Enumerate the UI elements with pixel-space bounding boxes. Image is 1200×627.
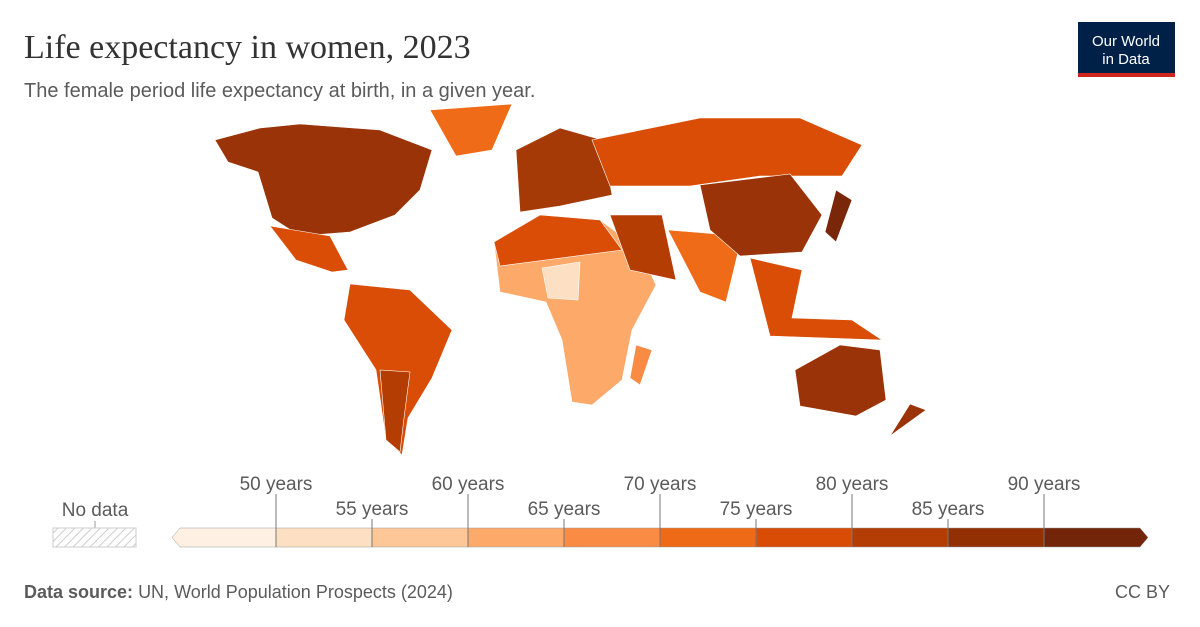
region xyxy=(889,403,927,437)
legend-tick-label: 85 years xyxy=(912,499,985,520)
region xyxy=(699,173,823,257)
region xyxy=(493,214,623,267)
no-data-label: No data xyxy=(62,500,129,521)
legend-bin xyxy=(755,527,853,548)
region xyxy=(541,261,581,301)
subtitle: The female period life expectancy at bir… xyxy=(24,80,535,102)
legend-tick-label: 75 years xyxy=(720,499,793,520)
region xyxy=(515,127,613,213)
world-map xyxy=(214,103,927,456)
logo-stripe xyxy=(1078,73,1175,77)
no-data-swatch xyxy=(52,527,137,548)
legend-tick-label: 55 years xyxy=(336,499,409,520)
legend-tick-label: 80 years xyxy=(816,474,889,495)
region xyxy=(824,189,853,243)
legend-tick-label: 65 years xyxy=(528,499,601,520)
license: CC BY xyxy=(1115,582,1170,602)
legend-bin xyxy=(275,527,373,548)
legend-tick-label: 50 years xyxy=(240,474,313,495)
logo[interactable]: Our World in Data xyxy=(1078,22,1175,77)
region xyxy=(591,117,863,187)
region xyxy=(429,103,513,157)
legend-tick-label: 60 years xyxy=(432,474,505,495)
legend-bin xyxy=(1043,527,1149,548)
region xyxy=(629,344,653,386)
legend: No data 50 years 55 years 60 years 65 years… xyxy=(52,474,1149,548)
legend-bin xyxy=(371,527,469,548)
legend-tick-label: 90 years xyxy=(1008,474,1081,495)
logo-box xyxy=(1078,22,1175,77)
legend-bin xyxy=(563,527,661,548)
region xyxy=(609,214,677,281)
region xyxy=(749,257,884,341)
legend-tick-label: 70 years xyxy=(624,474,697,495)
legend-bin xyxy=(947,527,1045,548)
region xyxy=(214,123,433,237)
source: Data source: UN, World Population Prospe… xyxy=(24,582,453,602)
logo-text: in Data xyxy=(1102,51,1150,68)
logo-text: Our World xyxy=(1092,33,1160,50)
legend-bin xyxy=(659,527,757,548)
region xyxy=(379,369,411,453)
region xyxy=(269,225,349,273)
legend-bin xyxy=(467,527,565,548)
legend-bin xyxy=(851,527,949,548)
source-text: UN, World Population Prospects (2024) xyxy=(138,582,453,602)
source-label: Data source: xyxy=(24,582,133,602)
region xyxy=(794,344,887,417)
legend-bin xyxy=(171,527,277,548)
region xyxy=(343,283,453,456)
title: Life expectancy in women, 2023 xyxy=(24,29,471,66)
